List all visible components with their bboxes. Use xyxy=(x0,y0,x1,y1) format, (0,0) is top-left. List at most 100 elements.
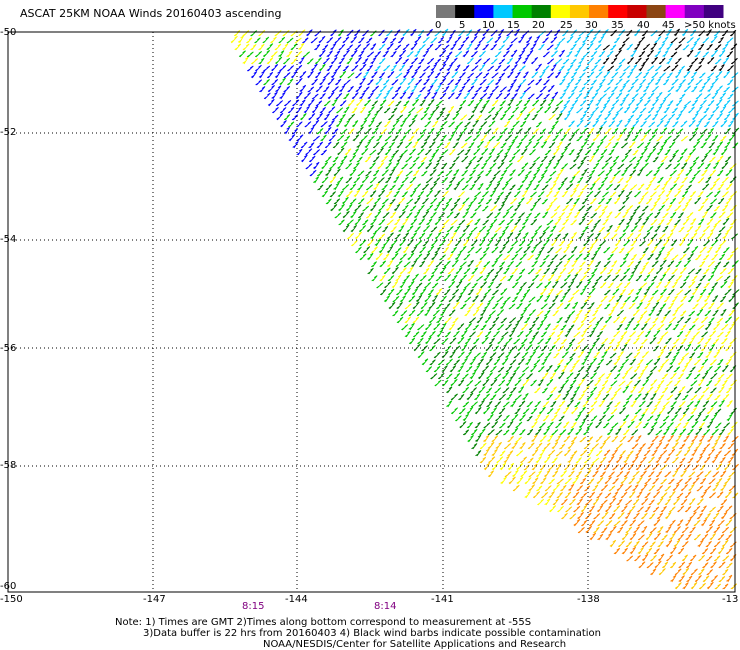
wind-barb xyxy=(636,302,643,310)
wind-barb xyxy=(684,477,692,485)
wind-barb xyxy=(655,429,663,436)
wind-barb xyxy=(431,282,439,289)
wind-barb xyxy=(690,232,698,240)
wind-barb xyxy=(539,274,546,282)
wind-barb xyxy=(655,442,663,450)
wind-barb xyxy=(420,302,428,310)
wind-barb xyxy=(421,358,429,366)
wind-barb xyxy=(695,427,703,436)
wind-barb xyxy=(522,71,529,79)
wind-barb xyxy=(587,86,594,93)
wind-barb xyxy=(542,211,549,219)
wind-barb xyxy=(543,254,550,261)
wind-barb xyxy=(570,232,577,240)
wind-barb xyxy=(708,302,715,310)
wind-barb xyxy=(580,505,588,513)
wind-barb xyxy=(623,429,630,436)
wind-barb xyxy=(613,330,621,338)
wind-barb xyxy=(643,85,650,93)
wind-barb xyxy=(485,344,493,352)
wind-barb xyxy=(360,135,368,142)
wind-barb xyxy=(546,219,554,226)
wind-barb xyxy=(548,126,555,135)
wind-barb xyxy=(696,471,704,478)
wind-barb xyxy=(370,43,377,51)
wind-barb xyxy=(521,323,528,331)
wind-barb xyxy=(689,526,696,534)
wind-barb xyxy=(535,93,543,100)
wind-barb xyxy=(367,252,374,261)
wind-barb xyxy=(723,86,730,93)
wind-barb xyxy=(506,393,513,401)
wind-barb xyxy=(689,554,697,562)
wind-barb xyxy=(390,50,397,58)
wind-barb xyxy=(299,84,307,93)
wind-barb xyxy=(613,197,621,205)
wind-barb xyxy=(649,337,657,345)
wind-barb xyxy=(617,351,624,359)
wind-barb xyxy=(359,92,366,100)
wind-barb xyxy=(250,30,258,37)
wind-barb xyxy=(334,50,341,58)
wind-barb xyxy=(566,385,574,394)
wind-barb xyxy=(721,176,729,184)
wind-barb xyxy=(595,261,602,268)
wind-barb xyxy=(668,478,675,485)
wind-barb xyxy=(389,184,396,191)
wind-barb xyxy=(363,86,370,93)
wind-barb xyxy=(448,323,456,331)
wind-barb xyxy=(385,190,393,198)
wind-barb xyxy=(726,373,733,380)
wind-barb xyxy=(626,43,633,51)
wind-barb xyxy=(613,505,621,513)
wind-barb xyxy=(322,44,329,51)
wind-barb xyxy=(488,148,495,156)
wind-barb xyxy=(518,35,525,44)
wind-barb xyxy=(431,78,438,86)
wind-barb xyxy=(516,462,524,471)
wind-barb xyxy=(575,267,583,275)
wind-barb xyxy=(488,120,496,128)
wind-barb xyxy=(634,57,642,65)
wind-barb xyxy=(364,127,372,135)
wind-barb xyxy=(471,78,478,86)
wind-barb xyxy=(691,448,698,457)
wind-barb xyxy=(349,198,357,205)
wind-barb xyxy=(723,422,731,429)
wind-barb xyxy=(431,294,438,303)
wind-barb xyxy=(615,455,623,464)
wind-barb xyxy=(683,247,690,254)
wind-barb xyxy=(326,50,333,58)
wind-barb xyxy=(666,554,673,562)
wind-barb xyxy=(727,65,734,72)
wind-barb xyxy=(604,112,612,121)
wind-barb xyxy=(542,37,549,44)
wind-barb xyxy=(530,364,537,373)
wind-barb xyxy=(538,43,545,51)
wind-barb xyxy=(655,239,663,247)
wind-barb xyxy=(631,455,639,464)
wind-barb xyxy=(470,401,479,408)
wind-barb xyxy=(453,373,461,380)
wind-barb xyxy=(590,372,597,380)
wind-barb xyxy=(298,42,305,51)
wind-barb xyxy=(610,365,618,373)
wind-barb xyxy=(585,176,592,184)
wind-barb xyxy=(646,49,654,58)
wind-barb xyxy=(486,414,494,422)
wind-barb xyxy=(560,484,567,492)
wind-barb xyxy=(551,267,558,275)
wind-barb xyxy=(451,274,458,282)
wind-barb xyxy=(612,112,619,121)
wind-barb xyxy=(274,30,282,37)
wind-barb xyxy=(543,456,551,464)
wind-barb xyxy=(718,428,726,436)
wind-barb xyxy=(561,177,568,184)
wind-barb xyxy=(499,275,507,282)
wind-barb xyxy=(263,79,270,86)
wind-barb xyxy=(527,268,535,275)
wind-barb xyxy=(682,394,689,401)
wind-barb xyxy=(362,29,369,37)
wind-barb xyxy=(402,58,409,65)
wind-barb xyxy=(403,85,411,93)
